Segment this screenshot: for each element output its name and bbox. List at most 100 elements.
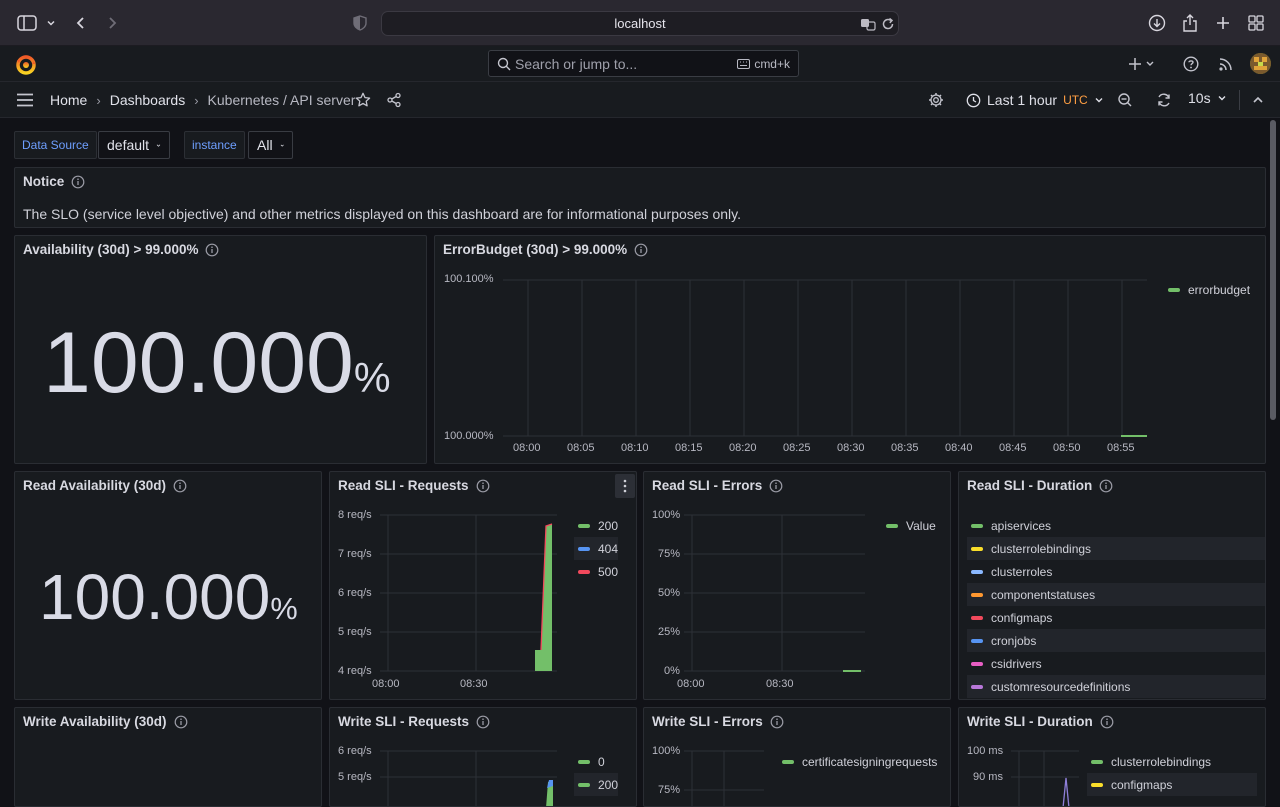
legend-item[interactable]: Value <box>882 514 936 537</box>
back-icon[interactable] <box>70 12 92 34</box>
zoom-out-icon[interactable] <box>1115 90 1135 110</box>
legend: 0 200 <box>574 750 619 796</box>
read-requests-graph <box>380 514 557 672</box>
breadcrumb-current[interactable]: Kubernetes / API server <box>207 92 356 108</box>
legend-item[interactable]: certificatesigningrequests <box>778 750 937 773</box>
privacy-shield-icon[interactable] <box>349 12 371 34</box>
translate-icon[interactable] <box>860 16 876 32</box>
legend-item[interactable]: clusterrolebindings <box>967 537 1265 560</box>
grafana-logo-icon[interactable] <box>14 52 38 76</box>
legend-item[interactable]: componentstatuses <box>967 583 1265 606</box>
y-tick-label: 8 req/s <box>338 509 372 521</box>
new-tab-icon[interactable] <box>1212 12 1234 34</box>
legend-label: apiservices <box>991 518 1052 533</box>
y-tick-label: 100.100% <box>444 273 494 285</box>
time-range-picker[interactable]: Last 1 hour UTC <box>966 90 1104 110</box>
forward-icon[interactable] <box>101 12 123 34</box>
read-duration-panel[interactable]: Read SLI - Duration apiservices clusterr… <box>958 471 1266 700</box>
stat-number: 100.000 <box>39 561 271 633</box>
y-tick-label: 50% <box>658 587 681 599</box>
share-icon[interactable] <box>384 90 404 110</box>
info-icon[interactable] <box>770 715 784 729</box>
legend-item[interactable]: cronjobs <box>967 629 1265 652</box>
write-errors-panel[interactable]: Write SLI - Errors 100% 75% certificates… <box>643 707 951 807</box>
x-tick-label: 08:30 <box>766 678 794 690</box>
panel-title-text: Read SLI - Requests <box>338 478 469 493</box>
legend-label: errorbudget <box>1188 282 1251 297</box>
panel-title-text: Write SLI - Errors <box>652 714 763 729</box>
info-icon[interactable] <box>205 243 219 257</box>
read-errors-panel[interactable]: Read SLI - Errors 100% 75% 50% 25% 0% 08… <box>643 471 951 700</box>
add-new-button[interactable] <box>1128 54 1158 74</box>
panel-title: Read SLI - Requests <box>338 478 490 493</box>
legend-item[interactable]: 404 <box>574 537 619 560</box>
sidebar-toggle-icon[interactable] <box>16 12 38 34</box>
tab-overview-icon[interactable] <box>1245 12 1267 34</box>
info-icon[interactable] <box>1100 715 1114 729</box>
share-icon[interactable] <box>1179 12 1201 34</box>
info-icon[interactable] <box>769 479 783 493</box>
legend-item[interactable]: clusterroles <box>967 560 1265 583</box>
instance-select[interactable]: All <box>248 131 293 159</box>
legend-item[interactable]: configmaps <box>1087 773 1257 796</box>
write-requests-panel[interactable]: Write SLI - Requests 6 req/s 5 req/s 0 2… <box>329 707 637 807</box>
availability-panel[interactable]: Availability (30d) > 99.000% 100.000% <box>14 235 427 464</box>
legend-item[interactable]: clusterrolebindings <box>1087 750 1257 773</box>
avatar[interactable] <box>1250 53 1271 74</box>
info-icon[interactable] <box>476 715 490 729</box>
panel-title: Read SLI - Duration <box>967 478 1113 493</box>
url-bar[interactable]: localhost <box>381 11 899 36</box>
info-icon[interactable] <box>71 175 85 189</box>
legend-item[interactable]: 500 <box>574 560 618 583</box>
legend-item[interactable]: 0 <box>574 750 618 773</box>
info-icon[interactable] <box>634 243 648 257</box>
news-feed-icon[interactable] <box>1216 54 1236 74</box>
legend-label: clusterrolebindings <box>991 541 1092 556</box>
legend-swatch <box>886 523 898 528</box>
read-availability-panel[interactable]: Read Availability (30d) 100.000% <box>14 471 322 700</box>
write-duration-panel[interactable]: Write SLI - Duration 100 ms 90 ms cluste… <box>958 707 1266 807</box>
legend-swatch <box>971 523 983 528</box>
legend-item[interactable]: apiservices <box>967 514 1265 537</box>
x-tick-label: 08:30 <box>837 442 865 454</box>
chevron-up-icon[interactable] <box>1248 90 1268 110</box>
read-errors-graph <box>684 514 865 672</box>
legend-item[interactable]: customresourcedefinitions <box>967 675 1265 698</box>
errorbudget-panel[interactable]: ErrorBudget (30d) > 99.000% 100.100% 100… <box>434 235 1266 464</box>
menu-icon[interactable] <box>15 90 35 110</box>
panel-menu-button[interactable] <box>615 474 635 498</box>
refresh-icon[interactable] <box>1154 90 1174 110</box>
legend-item[interactable]: configmaps <box>967 606 1265 629</box>
timezone-label: UTC <box>1063 93 1088 107</box>
stat-unit: % <box>353 355 391 401</box>
y-tick-label: 90 ms <box>973 771 1003 783</box>
datasource-select[interactable]: default <box>98 131 170 159</box>
downloads-icon[interactable] <box>1146 12 1168 34</box>
legend-item[interactable]: 200 <box>574 773 619 796</box>
legend-label: 200 <box>598 777 619 792</box>
gear-icon[interactable] <box>926 90 946 110</box>
legend-item[interactable]: errorbudget <box>1164 278 1250 301</box>
read-requests-panel[interactable]: Read SLI - Requests 8 req/s 7 req/s 6 re… <box>329 471 637 700</box>
info-icon[interactable] <box>173 479 187 493</box>
chevron-down-icon <box>1218 96 1226 101</box>
search-input[interactable]: Search or jump to... cmd+k <box>488 50 799 77</box>
x-tick-label: 08:55 <box>1107 442 1135 454</box>
y-tick-label: 100.000% <box>444 430 494 442</box>
refresh-interval-picker[interactable]: 10s <box>1188 90 1227 106</box>
info-icon[interactable] <box>174 715 188 729</box>
info-icon[interactable] <box>1099 479 1113 493</box>
write-availability-panel[interactable]: Write Availability (30d) <box>14 707 322 807</box>
breadcrumb-dashboards[interactable]: Dashboards <box>109 92 186 108</box>
legend-item[interactable]: csidrivers <box>967 652 1265 675</box>
y-tick-label: 100 ms <box>967 745 1004 757</box>
help-icon[interactable] <box>1181 54 1201 74</box>
chevron-down-icon[interactable] <box>40 12 62 34</box>
star-icon[interactable] <box>353 90 373 110</box>
reload-icon[interactable] <box>880 16 896 32</box>
info-icon[interactable] <box>476 479 490 493</box>
breadcrumb-home[interactable]: Home <box>50 92 88 108</box>
panel-title-text: Write Availability (30d) <box>23 714 167 729</box>
page-scrollbar[interactable] <box>1270 120 1276 420</box>
legend-item[interactable]: 200 <box>574 514 618 537</box>
